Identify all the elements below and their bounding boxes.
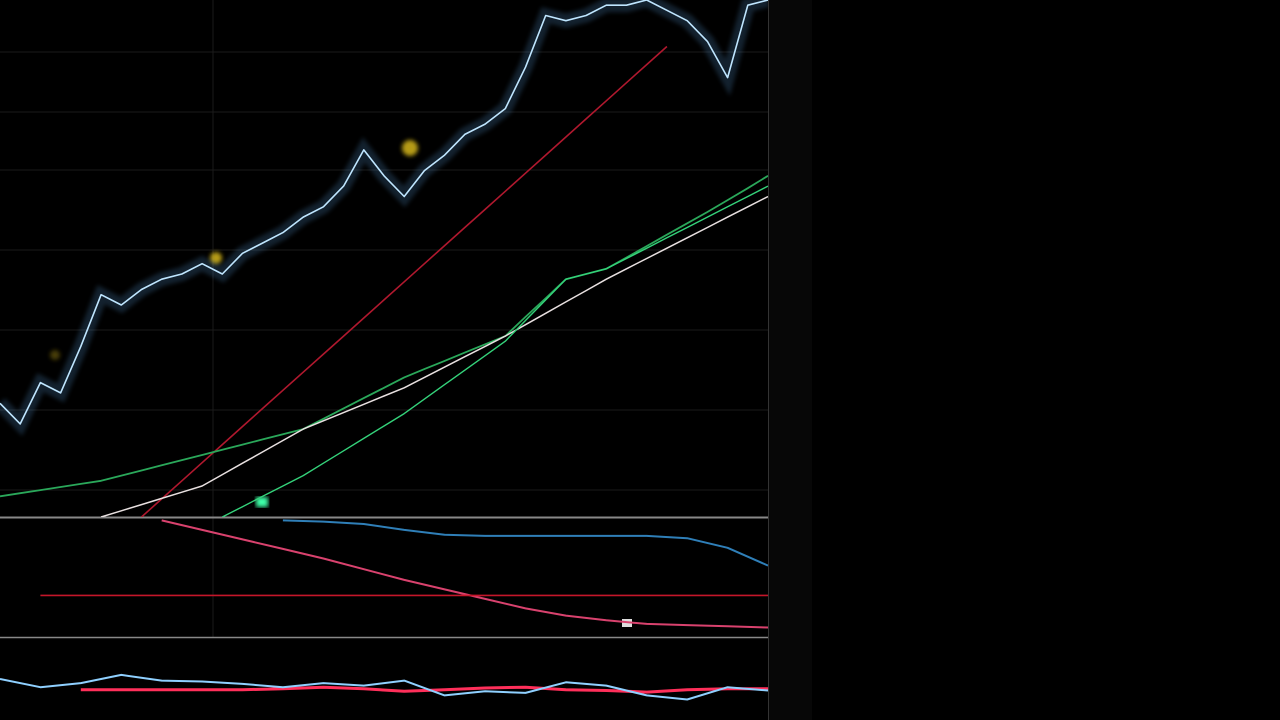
line-series [0,673,768,701]
plot-panel [0,0,768,517]
price-axis [768,0,812,720]
plot-panel [40,519,768,629]
line-series [100,195,768,517]
line-series [80,685,768,694]
line-series [282,519,768,567]
markers [50,140,418,360]
line-series [161,519,768,629]
plot-panel [0,673,768,701]
line-series [221,185,768,517]
marker [256,497,268,507]
line-series [140,45,668,517]
line-series [0,175,768,498]
line-series [0,0,768,425]
